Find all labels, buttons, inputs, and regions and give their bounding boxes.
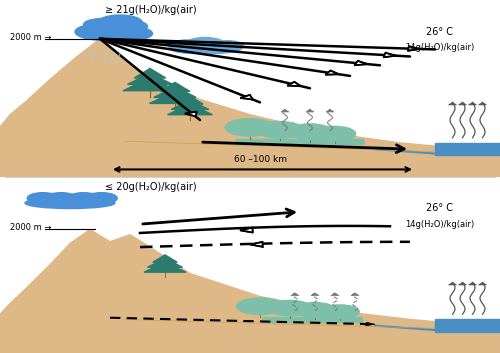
FancyBboxPatch shape [262,318,287,323]
Polygon shape [144,262,186,272]
Ellipse shape [270,304,310,312]
Polygon shape [331,293,339,295]
Ellipse shape [322,308,358,316]
Circle shape [75,25,115,39]
Polygon shape [306,109,314,112]
Polygon shape [478,282,486,285]
Polygon shape [134,68,166,78]
Circle shape [28,193,59,204]
Polygon shape [240,228,253,233]
Polygon shape [150,91,200,103]
Polygon shape [448,102,456,105]
Polygon shape [384,53,396,57]
Circle shape [84,19,116,30]
Bar [435,143,500,155]
Circle shape [314,126,356,141]
Circle shape [268,300,312,316]
Ellipse shape [296,306,334,314]
Circle shape [118,27,152,40]
Circle shape [225,119,275,136]
Polygon shape [128,73,172,84]
Polygon shape [468,102,476,105]
Polygon shape [240,95,253,100]
Circle shape [169,40,205,53]
Polygon shape [458,282,466,285]
Polygon shape [0,229,500,353]
Polygon shape [160,82,190,91]
FancyBboxPatch shape [262,139,289,145]
FancyBboxPatch shape [312,318,338,323]
Circle shape [112,20,148,33]
Polygon shape [0,39,500,176]
Polygon shape [478,102,486,105]
Circle shape [98,15,142,31]
Circle shape [321,305,359,318]
Bar [435,319,500,332]
Ellipse shape [316,130,354,138]
Polygon shape [153,255,178,262]
FancyBboxPatch shape [336,139,364,145]
Circle shape [90,21,140,39]
Text: 60 –100 km: 60 –100 km [234,155,286,164]
Polygon shape [311,293,319,295]
Polygon shape [326,71,339,75]
Text: 2000 m →: 2000 m → [10,32,51,42]
Ellipse shape [259,125,301,134]
Ellipse shape [239,302,281,311]
Polygon shape [458,102,466,105]
Circle shape [288,124,332,139]
Text: 26° C: 26° C [426,203,454,213]
Circle shape [68,193,99,204]
Polygon shape [148,258,182,267]
Polygon shape [154,87,196,97]
Text: 26° C: 26° C [426,27,454,37]
Polygon shape [408,46,420,51]
Circle shape [45,193,77,204]
Text: 2000 m →: 2000 m → [10,223,51,232]
FancyBboxPatch shape [338,318,362,323]
Text: 14g(H₂O)/kg(air): 14g(H₂O)/kg(air) [406,220,474,229]
Polygon shape [354,61,368,65]
Text: 14g(H₂O)/kg(air): 14g(H₂O)/kg(air) [406,43,474,52]
Text: ≥ 21g(H₂O)/kg(air): ≥ 21g(H₂O)/kg(air) [105,5,196,15]
Polygon shape [291,293,299,295]
Circle shape [236,298,284,315]
Ellipse shape [171,45,239,54]
Ellipse shape [25,197,115,209]
Circle shape [185,37,225,52]
Polygon shape [448,282,456,285]
Ellipse shape [290,127,330,136]
Polygon shape [326,109,334,112]
Circle shape [85,18,125,32]
Polygon shape [185,112,197,116]
Polygon shape [168,104,212,115]
FancyBboxPatch shape [286,139,314,145]
Ellipse shape [228,122,272,132]
Polygon shape [351,293,359,295]
FancyBboxPatch shape [288,318,312,323]
Polygon shape [171,100,209,109]
Circle shape [256,121,304,138]
Polygon shape [123,78,177,91]
Polygon shape [281,109,289,112]
Polygon shape [177,96,203,104]
FancyBboxPatch shape [311,139,339,145]
Polygon shape [250,242,262,247]
Ellipse shape [80,30,140,41]
Text: ≤ 20g(H₂O)/kg(air): ≤ 20g(H₂O)/kg(air) [105,182,196,192]
Circle shape [86,193,117,204]
Polygon shape [287,82,300,86]
Circle shape [212,41,243,52]
Circle shape [294,303,336,317]
FancyBboxPatch shape [236,139,264,145]
Polygon shape [366,322,375,326]
Polygon shape [468,282,476,285]
